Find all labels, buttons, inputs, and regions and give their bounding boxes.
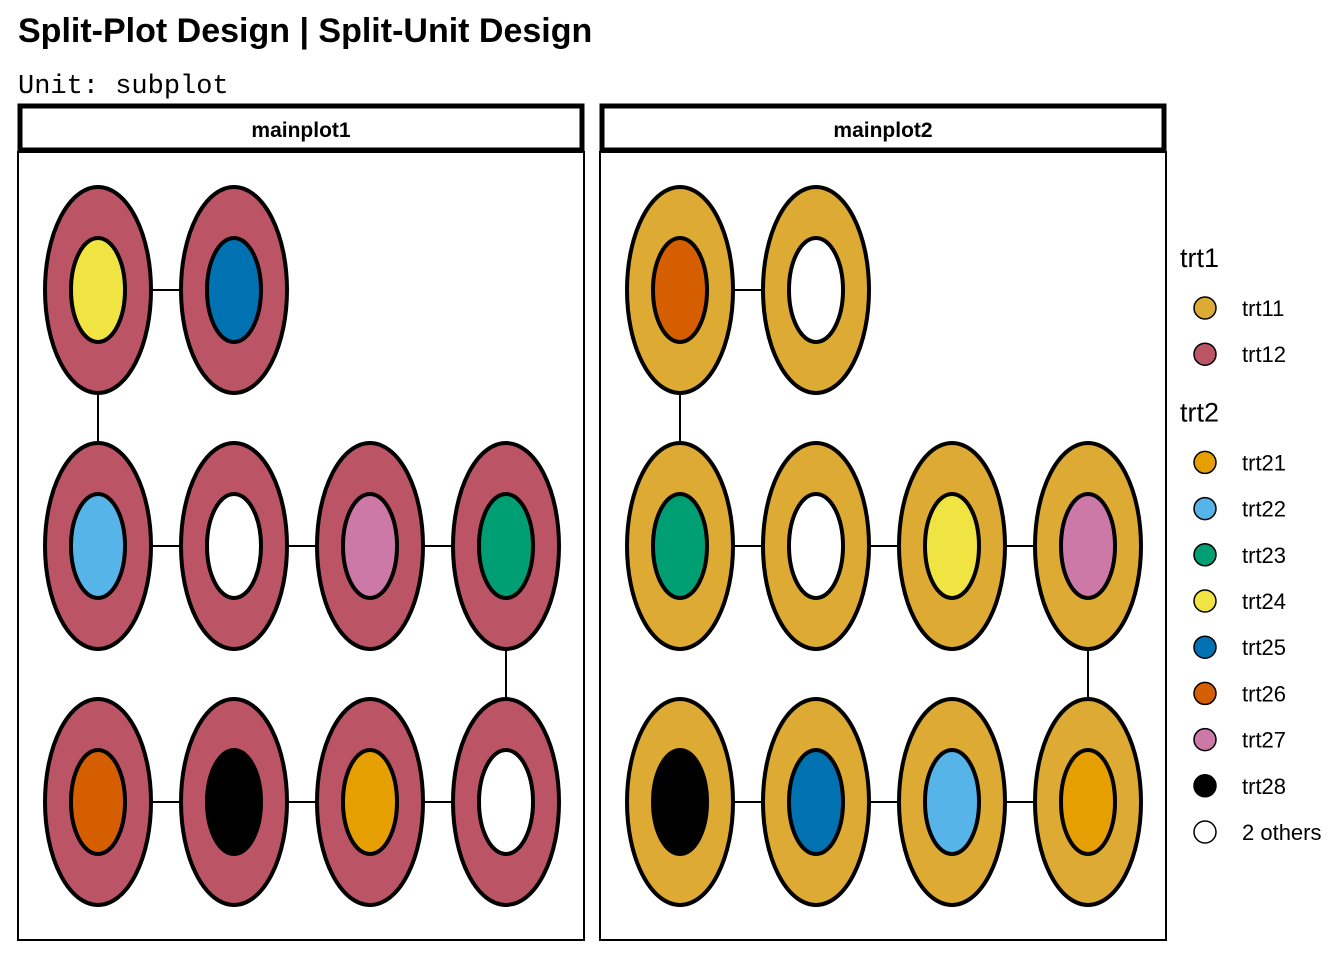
subplot-ellipse <box>477 492 535 600</box>
subplot-ellipse <box>651 748 709 856</box>
subplot-ellipse <box>205 236 263 344</box>
subplot-ellipse <box>69 492 127 600</box>
panel-strip-label: mainplot1 <box>251 119 350 142</box>
subplot-ellipse <box>1059 748 1117 856</box>
subplot-unit <box>897 697 1007 907</box>
subplot-unit <box>1033 441 1143 651</box>
page-title: Split-Plot Design | Split-Unit Design <box>18 12 593 50</box>
legend-label-others: 2 others <box>1242 820 1322 845</box>
legend-swatch-trt28 <box>1193 774 1217 798</box>
legend-label-trt25: trt25 <box>1242 635 1286 660</box>
subplot-unit <box>451 697 561 907</box>
legend-label-trt27: trt27 <box>1242 728 1286 753</box>
unit-subtitle: Unit: subplot <box>18 72 229 102</box>
legend-swatch-trt26 <box>1193 681 1217 706</box>
legend-title-trt1: trt1 <box>1180 243 1219 273</box>
legend-swatch-others <box>1193 820 1217 844</box>
subplot-unit <box>897 441 1007 651</box>
subplot-unit <box>43 185 153 395</box>
subplot-unit <box>761 441 871 651</box>
legend-swatch-trt23 <box>1193 543 1217 567</box>
legend-swatch-trt21 <box>1193 450 1217 475</box>
subplot-ellipse <box>787 236 845 344</box>
subplot-ellipse <box>787 492 845 600</box>
subplot-ellipse <box>69 748 127 856</box>
subplot-unit <box>179 441 289 651</box>
subplot-unit <box>761 185 871 395</box>
panel-mainplot1: mainplot1 <box>17 103 585 941</box>
legend-label-trt12: trt12 <box>1242 342 1286 367</box>
panel-strip <box>599 103 1167 153</box>
legend-title-trt2: trt2 <box>1180 397 1219 427</box>
panel-mainplot2: mainplot2 <box>599 103 1167 941</box>
subplot-ellipse <box>341 492 399 600</box>
subplot-ellipse <box>477 748 535 856</box>
panel-strip-label: mainplot2 <box>833 119 932 142</box>
legend-swatch-trt11 <box>1193 296 1217 320</box>
subplot-unit <box>315 697 425 907</box>
subplot-unit <box>179 185 289 395</box>
subplot-unit <box>43 441 153 651</box>
subplot-ellipse <box>205 492 263 600</box>
subplot-ellipse <box>787 748 845 856</box>
legend-swatch-trt22 <box>1193 496 1217 521</box>
subplot-ellipse <box>651 236 709 344</box>
subplot-unit <box>625 441 735 651</box>
legend-swatch-trt24 <box>1193 589 1217 613</box>
legend-label-trt26: trt26 <box>1242 681 1286 706</box>
subplot-ellipse <box>651 492 709 600</box>
subplot-unit <box>179 697 289 907</box>
legend-label-trt24: trt24 <box>1242 589 1286 614</box>
subplot-unit <box>451 441 561 651</box>
subplot-ellipse <box>923 492 981 600</box>
legend-swatch-trt12 <box>1193 342 1217 366</box>
legend-label-trt11: trt11 <box>1242 296 1284 321</box>
subplot-unit <box>315 441 425 651</box>
panel-strip <box>17 103 585 153</box>
legend-label-trt22: trt22 <box>1242 497 1286 522</box>
legend-label-trt21: trt21 <box>1242 450 1286 475</box>
subplot-ellipse <box>923 748 981 856</box>
legend-label-trt23: trt23 <box>1242 543 1286 568</box>
legend-swatch-trt25 <box>1193 635 1217 659</box>
subplot-ellipse <box>69 236 127 344</box>
subplot-unit <box>625 697 735 907</box>
legend-swatch-trt27 <box>1193 727 1217 752</box>
subplot-unit <box>761 697 871 907</box>
subplot-ellipse <box>1059 492 1117 600</box>
subplot-unit <box>625 185 735 395</box>
legend-label-trt28: trt28 <box>1242 774 1286 799</box>
subplot-ellipse <box>341 748 399 856</box>
subplot-ellipse <box>205 748 263 856</box>
subplot-unit <box>43 697 153 907</box>
subplot-unit <box>1033 697 1143 907</box>
